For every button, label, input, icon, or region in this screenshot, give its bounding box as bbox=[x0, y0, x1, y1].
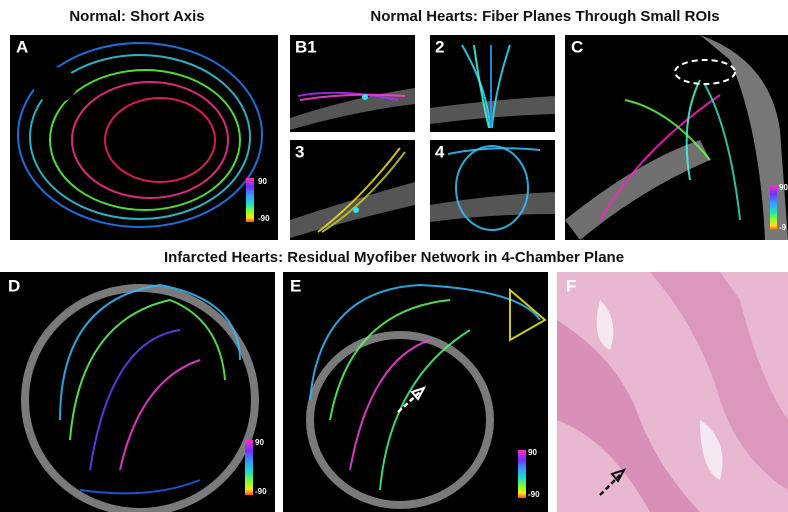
colorbar-label: 90 bbox=[255, 438, 264, 447]
heading: Normal Hearts: Fiber Planes Through Smal… bbox=[370, 8, 719, 25]
panel-label: F bbox=[566, 276, 576, 295]
panel-d: 90 -90 D bbox=[0, 272, 275, 512]
panel-label: D bbox=[8, 276, 20, 295]
panel-b4: 4 bbox=[430, 140, 555, 240]
colorbar-label: -9 bbox=[779, 223, 787, 232]
colorbar-label: 90 bbox=[528, 448, 537, 457]
panel-label: C bbox=[571, 37, 583, 56]
panel-label: B1 bbox=[295, 37, 317, 56]
panel-label: A bbox=[16, 37, 28, 56]
colorbar-label: -90 bbox=[258, 214, 270, 223]
panel-label: E bbox=[290, 276, 301, 295]
panel-b2: 2 bbox=[430, 35, 555, 132]
colorbar-label: -90 bbox=[528, 490, 540, 499]
panel-b3: 3 bbox=[290, 140, 415, 240]
panel-a: 90 -90 A bbox=[10, 35, 278, 240]
panel-c: 90 -9 C bbox=[565, 35, 788, 240]
panel-f: F bbox=[557, 272, 788, 512]
colorbar-label: -90 bbox=[255, 487, 267, 496]
panel-label: 4 bbox=[435, 142, 445, 161]
colorbar-label: 90 bbox=[258, 177, 267, 186]
heading: Normal: Short Axis bbox=[69, 8, 204, 25]
panel-label: 2 bbox=[435, 37, 444, 56]
heading: Infarcted Hearts: Residual Myofiber Netw… bbox=[164, 249, 624, 266]
panel-label: 3 bbox=[295, 142, 304, 161]
panel-b1: B1 bbox=[290, 35, 415, 132]
colorbar-label: 90 bbox=[779, 183, 788, 192]
panel-e: 90 -90 E bbox=[283, 272, 548, 512]
figure: Normal: Short Axis Normal Hearts: Fiber … bbox=[0, 0, 788, 512]
